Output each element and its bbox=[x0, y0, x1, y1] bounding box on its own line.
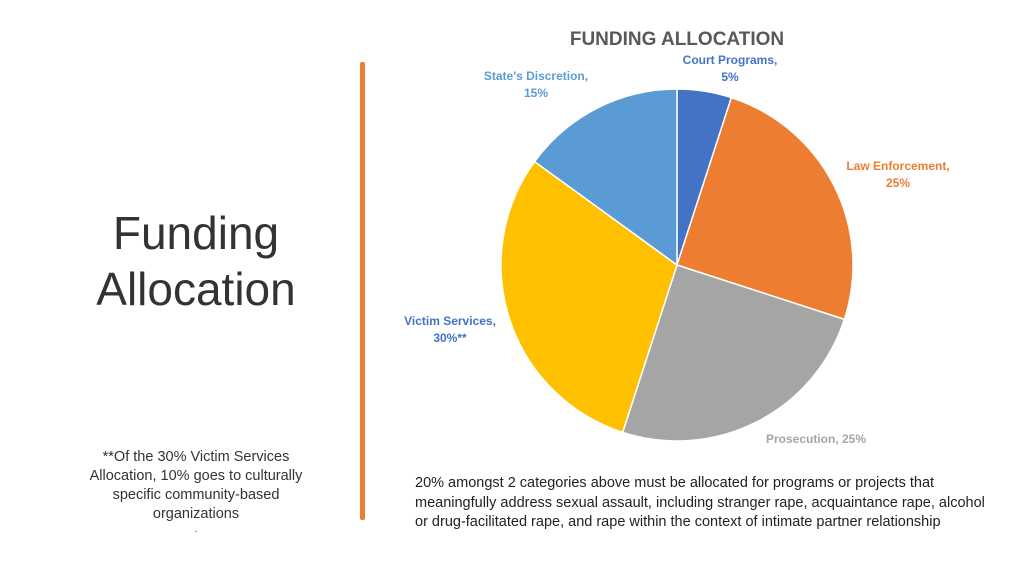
pie-slices bbox=[500, 88, 854, 442]
sexual-assault-requirement-note: 20% amongst 2 categories above must be a… bbox=[415, 475, 985, 530]
pie-label-state-s-discretion: State's Discretion, 15% bbox=[484, 69, 588, 100]
vertical-accent-divider bbox=[360, 62, 365, 520]
pie-slice-state-s-discretion bbox=[533, 88, 678, 267]
pie-data-labels: Court Programs, 5% Law Enforcement, 25% Pros… bbox=[404, 53, 950, 446]
footnote-trailer: . bbox=[194, 524, 198, 535]
pie-slice-victim-services bbox=[500, 160, 678, 434]
funding-allocation-pie-chart: FUNDING ALLOCATION Court Programs, 5% Law … bbox=[404, 29, 950, 446]
slide-title-line1: Funding bbox=[112, 207, 280, 259]
slide-title-line2: Allocation bbox=[96, 263, 296, 315]
slide-title: Funding Allocation bbox=[60, 205, 332, 317]
footnote-text: **Of the 30% Victim Services Allocation,… bbox=[89, 449, 303, 522]
pie-label-law-enforcement: Law Enforcement, 25% bbox=[846, 159, 949, 190]
chart-title: FUNDING ALLOCATION bbox=[570, 29, 784, 50]
pie-slice-law-enforcement bbox=[676, 96, 854, 321]
pie-slice-prosecution-25 bbox=[621, 264, 846, 442]
pie-label-prosecution-25: Prosecution, 25% bbox=[766, 432, 866, 446]
pie-label-court-programs: Court Programs, 5% bbox=[683, 53, 778, 84]
victim-services-footnote: **Of the 30% Victim Services Allocation,… bbox=[70, 448, 322, 536]
pie-label-victim-services: Victim Services, 30%** bbox=[404, 314, 496, 345]
